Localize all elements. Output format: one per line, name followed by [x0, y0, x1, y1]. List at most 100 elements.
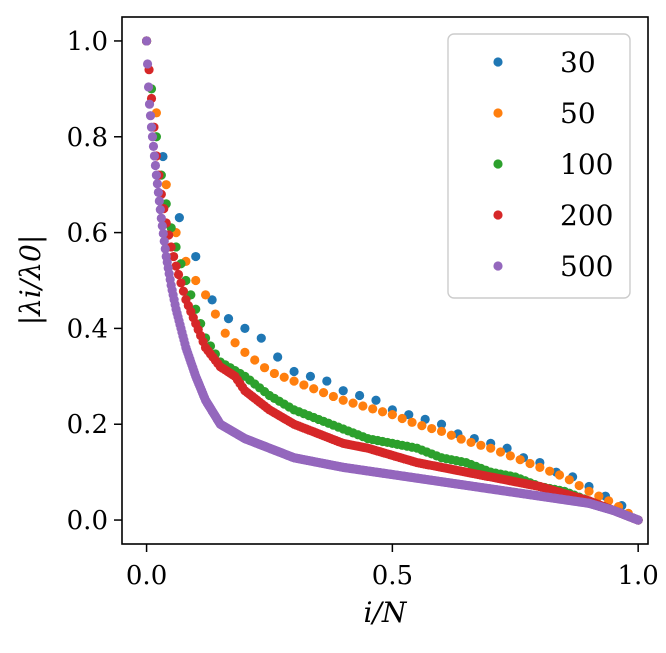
legend-marker-500 — [493, 261, 503, 271]
legend-entries: 30 50 100 200 500 — [493, 46, 613, 283]
series-50-point — [338, 395, 348, 405]
series-30-point — [207, 295, 217, 305]
legend-marker-100 — [493, 159, 503, 169]
series-30-point — [371, 395, 381, 405]
series-500-point — [153, 187, 163, 197]
series-50-point — [191, 275, 201, 286]
legend-label-100: 100 — [560, 148, 613, 181]
series-500-point — [142, 59, 153, 69]
series-50-point — [387, 410, 397, 420]
series-50-point — [358, 401, 368, 411]
y-axis-label: |λi/λ0| — [14, 235, 47, 326]
series-50-point — [515, 455, 525, 465]
series-50-point — [269, 368, 279, 379]
series-50-point — [436, 426, 447, 437]
series-50-point — [279, 372, 289, 382]
legend-label-30: 30 — [560, 46, 596, 79]
series-50-point — [368, 404, 378, 414]
series-50-point — [397, 413, 407, 424]
series-50-point — [348, 398, 358, 408]
legend: 30 50 100 200 500 — [447, 33, 631, 299]
series-500-points — [141, 36, 643, 525]
series-500-point — [149, 151, 160, 161]
x-tick-label: 0.0 — [126, 561, 167, 591]
series-30-point — [436, 419, 447, 429]
series-50-point — [417, 421, 427, 431]
series-50-point — [200, 290, 211, 300]
series-30-point — [355, 390, 365, 401]
series-500-point — [144, 99, 155, 109]
series-30-point — [174, 213, 184, 223]
series-50-point — [377, 407, 388, 417]
series-500-point — [152, 179, 162, 189]
legend-marker-50 — [493, 108, 503, 118]
y-tick-label: 0.8 — [67, 123, 108, 153]
series-500-point — [141, 36, 152, 46]
series-50-point — [220, 328, 230, 338]
y-tick-label: 0.2 — [67, 410, 108, 440]
series-500-point — [633, 515, 643, 525]
series-50-point — [210, 309, 220, 319]
series-30-point — [322, 376, 332, 386]
series-50-point — [574, 480, 584, 491]
series-30-point — [305, 371, 316, 381]
series-50-point — [554, 470, 565, 480]
series-50-point — [495, 447, 506, 457]
series-500-point — [151, 170, 162, 180]
series-200-point — [169, 251, 179, 262]
series-50-point — [240, 347, 250, 357]
data-points-layer — [141, 36, 643, 525]
series-50-point — [594, 491, 604, 501]
series-500-point — [159, 236, 169, 246]
series-50-point — [230, 338, 240, 348]
series-50-point — [250, 355, 260, 365]
x-axis-label: i/N — [364, 596, 408, 629]
series-50-point — [161, 180, 171, 190]
series-50-point — [584, 486, 594, 496]
y-tick-label: 0.4 — [67, 314, 108, 344]
series-500-point — [147, 132, 158, 142]
series-30-point — [338, 386, 348, 396]
series-50-point — [505, 451, 515, 461]
series-50-point — [299, 380, 309, 390]
series-500-point — [155, 204, 165, 215]
series-50-point — [545, 466, 555, 476]
series-500-point — [158, 228, 168, 239]
series-200-point — [176, 278, 186, 288]
series-500-point — [160, 244, 170, 254]
series-30-point — [289, 366, 299, 377]
legend-frame — [447, 33, 631, 299]
series-200-point — [171, 261, 181, 271]
legend-marker-30 — [493, 57, 503, 67]
axes-layer: 0.0 0.5 1.0 0.0 0.2 0.4 0.6 0.8 1.0 — [67, 27, 659, 591]
series-500-point — [145, 111, 156, 121]
series-50-point — [466, 437, 476, 448]
series-500-point — [157, 221, 167, 231]
series-500-point — [154, 196, 164, 206]
plot-area-frame — [121, 16, 649, 545]
series-50-point — [407, 417, 417, 427]
series-50-point — [456, 434, 466, 444]
series-50-point — [535, 462, 545, 472]
series-50-point — [446, 430, 456, 440]
series-200-point — [178, 286, 189, 296]
series-50-point — [318, 388, 329, 398]
legend-marker-200 — [493, 210, 503, 220]
series-50-point — [259, 363, 270, 373]
x-tick-label: 0.5 — [372, 561, 413, 591]
series-500-point — [146, 122, 157, 132]
series-50-point — [427, 423, 437, 434]
series-50-point — [289, 376, 299, 386]
y-tick-label: 1.0 — [67, 27, 108, 57]
series-30-point — [256, 333, 266, 343]
series-50-point — [486, 443, 496, 453]
series-50-point — [328, 391, 338, 402]
series-500-point — [156, 213, 166, 223]
series-50-point — [309, 384, 319, 394]
y-tick-label: 0.0 — [67, 506, 108, 536]
series-30-point — [223, 314, 234, 324]
series-30-point — [240, 323, 250, 334]
series-50-point — [476, 440, 486, 450]
series-200-point — [173, 269, 184, 280]
